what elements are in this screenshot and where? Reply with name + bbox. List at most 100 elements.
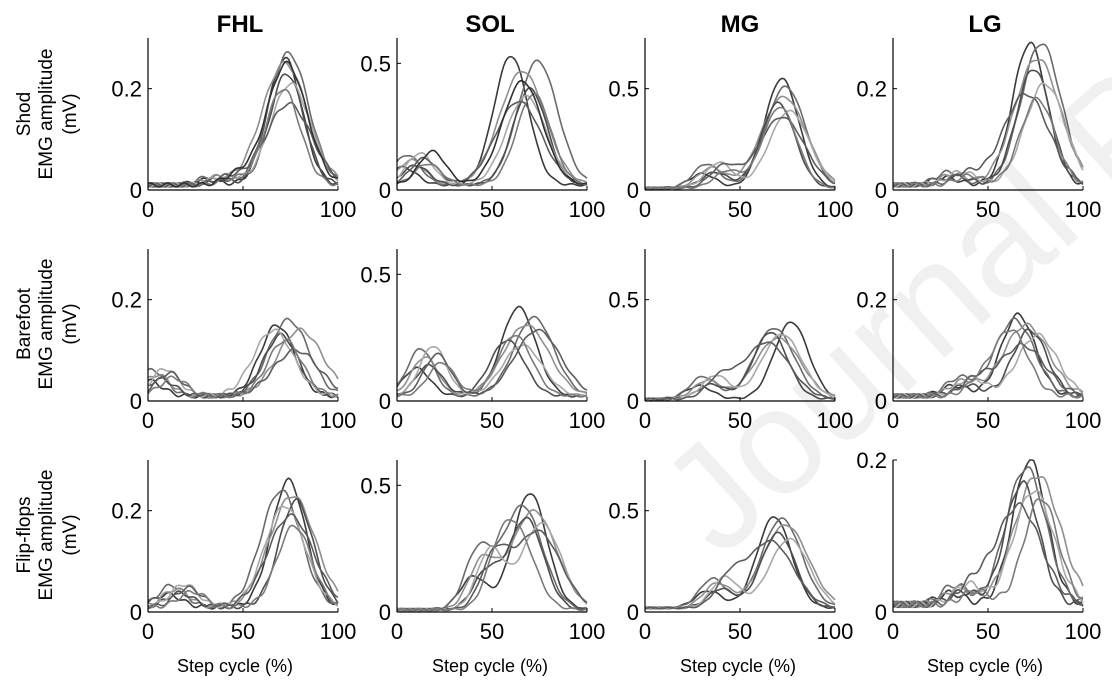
- x-tick-label: 50: [231, 619, 255, 644]
- emg-trace-2: [644, 85, 836, 190]
- y-tick-label: 0.5: [608, 77, 639, 102]
- emg-trace-5: [147, 81, 339, 188]
- emg-trace-7: [396, 334, 588, 398]
- row-label-barefoot-3: (mV): [60, 303, 81, 344]
- column-titles: FHL SOL MG LG: [217, 11, 1002, 38]
- emg-trace-6: [147, 513, 339, 610]
- row-label-flipflops-1: Flip-flops: [14, 496, 35, 573]
- column-title-fhl: FHL: [217, 11, 264, 38]
- x-tick-label: 50: [480, 408, 504, 433]
- y-tick-label: 0: [627, 600, 639, 625]
- emg-trace-7: [892, 329, 1084, 399]
- y-tick-label: 0.5: [608, 499, 639, 524]
- x-tick-label: 0: [391, 619, 403, 644]
- emg-trace-7: [147, 88, 339, 188]
- x-tick-label: 50: [976, 197, 1000, 222]
- y-tick-label: 0: [130, 600, 142, 625]
- x-tick-label: 50: [231, 408, 255, 433]
- y-tick-label: 0: [130, 178, 142, 203]
- x-tick-label: 0: [142, 197, 154, 222]
- x-tick-label: 100: [817, 619, 854, 644]
- x-tick-label: 100: [569, 408, 606, 433]
- emg-trace-4: [147, 73, 339, 188]
- x-label-lg: Step cycle (%): [927, 656, 1043, 676]
- y-tick-label: 0: [627, 178, 639, 203]
- emg-trace-6: [396, 328, 588, 398]
- panel-flip-flops-mg: 0 50 100 0 0.5: [608, 460, 853, 644]
- x-tick-label: 50: [728, 408, 752, 433]
- y-tick-label: 0.2: [111, 499, 142, 524]
- emg-trace-4: [396, 516, 588, 612]
- y-tick-label: 0.5: [608, 288, 639, 313]
- x-tick-label: 0: [887, 197, 899, 222]
- x-tick-label: 0: [887, 619, 899, 644]
- emg-trace-6: [644, 341, 836, 401]
- emg-trace-5: [644, 333, 836, 401]
- x-tick-label: 50: [728, 619, 752, 644]
- row-label-barefoot-1: Barefoot: [14, 287, 35, 360]
- y-tick-label: 0: [875, 600, 887, 625]
- emg-trace-6: [396, 529, 588, 612]
- x-tick-label: 0: [887, 408, 899, 433]
- x-tick-label: 100: [817, 408, 854, 433]
- x-tick-label: 100: [817, 197, 854, 222]
- x-label-sol: Step cycle (%): [432, 656, 548, 676]
- y-tick-label: 0: [130, 389, 142, 414]
- emg-trace-1: [396, 55, 588, 187]
- x-tick-label: 100: [1065, 197, 1102, 222]
- panel-shod-sol: 0 50 100 0 0.5: [360, 38, 605, 222]
- emg-trace-4: [892, 328, 1084, 399]
- y-tick-label: 0.2: [856, 448, 887, 473]
- y-tick-label: 0: [379, 600, 391, 625]
- y-tick-label: 0.5: [360, 262, 391, 287]
- emg-trace-3: [147, 327, 339, 399]
- x-tick-label: 50: [480, 619, 504, 644]
- y-tick-label: 0: [875, 389, 887, 414]
- emg-trace-7: [147, 524, 339, 610]
- emg-trace-7: [644, 106, 836, 190]
- y-tick-label: 0.2: [111, 77, 142, 102]
- y-tick-label: 0.2: [856, 288, 887, 313]
- y-tick-label: 0.2: [856, 77, 887, 102]
- x-tick-label: 0: [639, 408, 651, 433]
- x-tick-label: 100: [569, 619, 606, 644]
- emg-trace-6: [644, 539, 835, 610]
- emg-trace-6: [396, 100, 588, 186]
- emg-trace-8: [396, 79, 587, 185]
- row-labels: Shod EMG amplitude (mV) Barefoot EMG amp…: [14, 49, 81, 601]
- row-label-shod-3: (mV): [60, 93, 81, 134]
- y-tick-label: 0: [379, 389, 391, 414]
- panel-shod-mg: 0 50 100 0 0.5: [608, 38, 853, 222]
- emg-trace-7: [892, 498, 1084, 609]
- y-tick-label: 0: [627, 389, 639, 414]
- x-tick-label: 0: [639, 197, 651, 222]
- x-tick-label: 50: [728, 197, 752, 222]
- panel-flip-flops-lg: 0 50 100 0 0.2: [856, 448, 1101, 644]
- emg-trace-5: [892, 489, 1084, 609]
- x-tick-label: 0: [639, 619, 651, 644]
- emg-trace-7: [892, 96, 1084, 188]
- y-tick-label: 0.5: [360, 51, 391, 76]
- panel-barefoot-lg: 0 50 100 0 0.2: [856, 249, 1101, 433]
- y-tick-label: 0: [875, 178, 887, 203]
- x-tick-label: 100: [1065, 619, 1102, 644]
- x-tick-label: 50: [231, 197, 255, 222]
- emg-trace-2: [396, 315, 588, 397]
- x-tick-label: 100: [320, 619, 357, 644]
- y-tick-label: 0.2: [111, 288, 142, 313]
- emg-trace-3: [147, 496, 339, 609]
- column-title-sol: SOL: [465, 11, 514, 38]
- emg-trace-3: [644, 95, 836, 190]
- x-tick-label: 0: [391, 197, 403, 222]
- panel-barefoot-sol: 0 50 100 0 0.5: [360, 249, 605, 433]
- panel-shod-lg: 0 50 100 0 0.2: [856, 38, 1101, 222]
- panel-flip-flops-sol: 0 50 100 0 0.5: [360, 460, 605, 644]
- x-tick-label: 100: [320, 197, 357, 222]
- row-label-flipflops-3: (mV): [60, 514, 81, 555]
- emg-trace-5: [147, 505, 339, 610]
- panel-barefoot-fhl: 0 50 100 0 0.2: [111, 249, 356, 433]
- emg-trace-8: [147, 60, 339, 188]
- x-tick-label: 0: [142, 408, 154, 433]
